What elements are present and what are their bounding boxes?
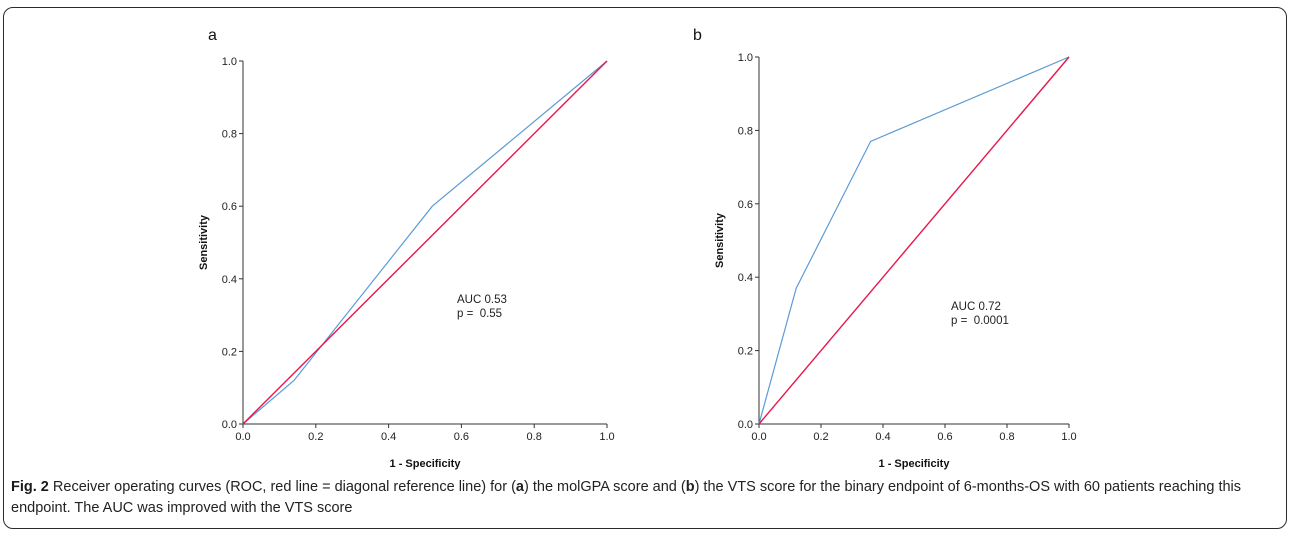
panel-a-y-tick-label: 0.4	[222, 274, 237, 286]
panel-b-y-tick-label: 0.0	[738, 419, 753, 431]
panel-a-x-axis-title: 1 - Specificity	[390, 458, 462, 470]
panel-b-x-tick-label: 0.8	[999, 431, 1014, 443]
panel-a-x-tick-label: 0.2	[308, 431, 323, 443]
panel-a-y-axis-title: Sensitivity	[198, 214, 210, 270]
panel-b-x-tick-label: 0.0	[751, 431, 766, 443]
panel-b-y-tick-label: 0.6	[738, 199, 753, 211]
caption-ref-b: b	[685, 479, 695, 495]
figure-caption: Fig. 2 Receiver operating curves (ROC, r…	[11, 477, 1281, 519]
caption-text-1: Receiver operating curves (ROC, red line…	[48, 479, 516, 495]
panel-a-y-tick-label: 0.0	[222, 419, 237, 431]
panel-b-x-tick-label: 0.4	[875, 431, 890, 443]
panel-b-y-tick-label: 0.8	[738, 125, 753, 137]
panel-a-x-tick-label: 0.8	[527, 431, 542, 443]
caption-text-3: ) the VTS score for the binary endpoint …	[11, 479, 1242, 516]
panel-b-x-tick-label: 1.0	[1061, 431, 1076, 443]
panel-a-x-tick-label: 0.4	[381, 431, 396, 443]
panel-b-x-axis-title: 1 - Specificity	[879, 458, 951, 470]
panel-b-x-tick-label: 0.2	[813, 431, 828, 443]
panel-a-p-value-annotation: p = 0.55	[457, 308, 502, 320]
panel-a-auc-annotation: AUC 0.53	[457, 294, 507, 306]
panel-b-p-value-annotation: p = 0.0001	[951, 315, 1009, 327]
panel-b-auc-annotation: AUC 0.72	[951, 301, 1001, 313]
caption-fig-label: Fig. 2	[11, 479, 49, 495]
panel-b-reference-line	[758, 56, 1070, 425]
panel-b-x-tick-label: 0.6	[937, 431, 952, 443]
panel-a-x-tick-label: 1.0	[599, 431, 614, 443]
panel-b-y-axis-title: Sensitivity	[714, 212, 726, 268]
panel-a-x-tick-label: 0.0	[235, 431, 250, 443]
caption-text-2: ) the molGPA score and (	[524, 479, 686, 495]
panel-b-y-tick-label: 1.0	[738, 52, 753, 64]
panel-a-y-tick-label: 0.6	[222, 201, 237, 213]
panel-a-y-tick-label: 1.0	[222, 56, 237, 68]
panel-a-reference-line	[242, 60, 608, 425]
panel-b-y-tick-label: 0.2	[738, 346, 753, 358]
panel-b-y-tick-label: 0.4	[738, 272, 753, 284]
caption-ref-a: a	[515, 479, 524, 495]
panel-a-y-tick-label: 0.8	[222, 129, 237, 141]
panel-b-roc-curve	[758, 56, 1070, 425]
panel-a-roc-curve	[242, 60, 608, 425]
panel-a-y-tick-label: 0.2	[222, 346, 237, 358]
panel-a-label: a	[208, 27, 217, 44]
panel-a-x-tick-label: 0.6	[454, 431, 469, 443]
figure-frame	[3, 7, 1287, 529]
panel-b-label: b	[693, 27, 702, 44]
